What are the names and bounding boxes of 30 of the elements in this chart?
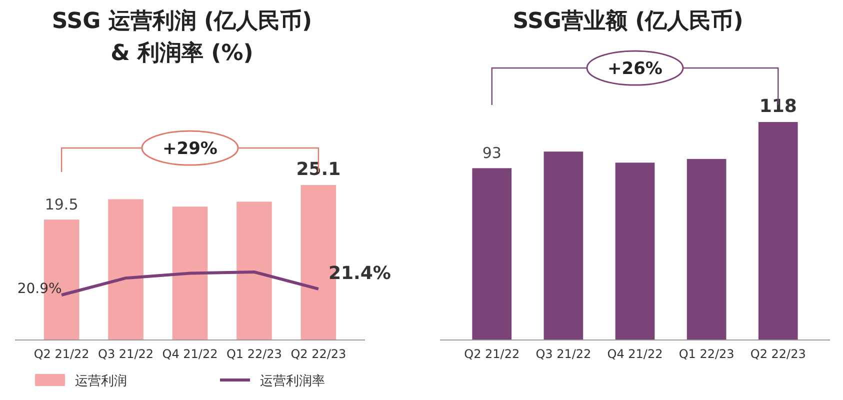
bar: [758, 122, 798, 340]
x-tick-label: Q4 21/22: [162, 347, 218, 361]
data-label: 118: [759, 96, 797, 117]
data-label: 19.5: [44, 196, 78, 214]
data-label: 93: [482, 144, 502, 162]
data-label: 20.9%: [17, 281, 62, 297]
data-label: 25.1: [296, 159, 341, 180]
x-tick-label: Q1 22/23: [678, 347, 734, 361]
x-tick-label: Q2 22/23: [290, 347, 346, 361]
x-tick-label: Q3 21/22: [536, 347, 592, 361]
x-tick-label: Q1 22/23: [226, 347, 282, 361]
x-tick-label: Q2 21/22: [464, 347, 520, 361]
chart-title: SSG营业额 (亿人民币): [512, 8, 744, 34]
bar: [615, 162, 655, 340]
data-label: 21.4%: [328, 262, 391, 284]
chart-title: SSG 运营利润 (亿人民币) & 利润率 (%): [52, 8, 312, 66]
text: +29%: [162, 139, 218, 159]
bar: [172, 206, 208, 340]
bar: [686, 158, 726, 340]
bar: [108, 199, 144, 340]
x-tick-label: Q3 21/22: [98, 347, 154, 361]
bar: [236, 202, 272, 340]
bar: [544, 152, 584, 340]
text: +26%: [608, 59, 662, 79]
bar: [472, 168, 512, 340]
legend-label: 运营利润: [75, 374, 127, 389]
x-tick-label: Q4 21/22: [607, 347, 663, 361]
x-tick-label: Q2 22/23: [750, 347, 806, 361]
legend-label: 运营利润率: [260, 373, 325, 389]
x-tick-label: Q2 21/22: [34, 347, 90, 361]
